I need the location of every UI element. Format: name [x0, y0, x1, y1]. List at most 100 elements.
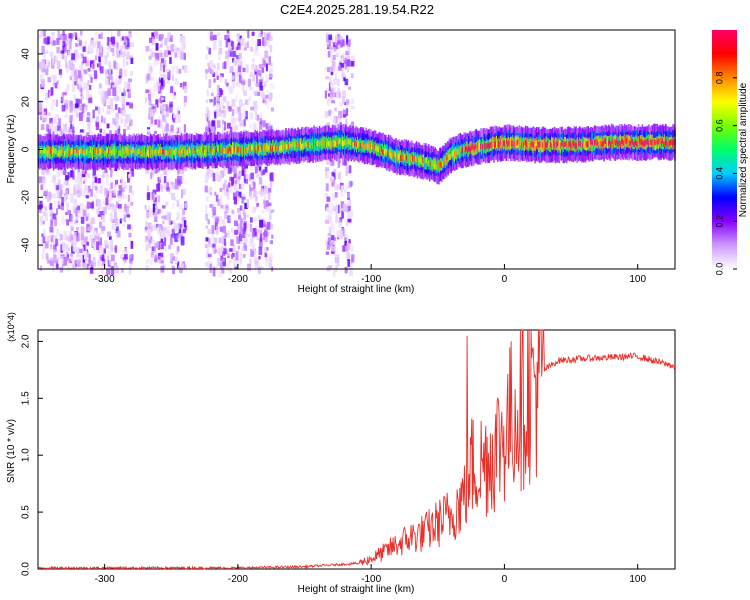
noise-speckle [251, 180, 254, 186]
signal-cell [364, 144, 367, 150]
signal-cell [372, 144, 375, 151]
noise-speckle [106, 177, 109, 186]
signal-cell [247, 147, 249, 154]
noise-speckle [88, 45, 91, 54]
noise-speckle [127, 113, 131, 122]
noise-speckle [117, 80, 122, 85]
signal-cell [47, 150, 49, 157]
noise-speckle [263, 60, 266, 68]
noise-speckle [160, 41, 163, 48]
noise-speckle [103, 240, 108, 246]
signal-cell [62, 147, 64, 160]
noise-speckle [65, 218, 68, 223]
noise-speckle [111, 108, 115, 113]
noise-speckle [64, 244, 69, 251]
signal-cell [490, 141, 492, 148]
noise-speckle [114, 79, 118, 87]
noise-speckle [342, 90, 346, 98]
noise-speckle [206, 131, 210, 139]
noise-speckle [212, 267, 216, 277]
noise-speckle [258, 241, 263, 249]
noise-speckle [324, 66, 328, 72]
signal-cell [323, 139, 326, 146]
noise-speckle [238, 62, 241, 67]
noise-speckle [233, 183, 238, 192]
signal-cell [449, 154, 451, 161]
noise-speckle [97, 260, 101, 267]
noise-speckle [74, 58, 77, 63]
noise-speckle [55, 128, 59, 138]
noise-speckle [75, 213, 79, 219]
signal-cell [426, 157, 428, 164]
noise-speckle [262, 125, 265, 132]
noise-speckle [204, 243, 208, 248]
noise-speckle [183, 102, 186, 107]
signal-cell [129, 148, 131, 154]
signal-cell [569, 141, 572, 147]
noise-speckle [256, 75, 258, 84]
noise-speckle [159, 234, 162, 244]
noise-speckle [226, 63, 229, 69]
signal-cell [440, 161, 442, 168]
noise-speckle [265, 94, 269, 99]
noise-speckle [183, 124, 186, 133]
signal-cell [546, 142, 548, 148]
signal-cell [517, 138, 520, 145]
noise-speckle [238, 215, 242, 220]
signal-cell [135, 149, 137, 155]
noise-speckle [55, 56, 58, 62]
noise-speckle [183, 180, 187, 184]
noise-speckle [86, 85, 89, 92]
noise-speckle [114, 94, 118, 101]
noise-speckle [223, 248, 227, 255]
signal-cell [367, 144, 369, 150]
noise-speckle [334, 192, 338, 198]
noise-speckle [106, 51, 109, 58]
noise-speckle [115, 232, 118, 240]
signal-cell [289, 141, 292, 154]
signal-cell [287, 143, 289, 150]
signal-cell [309, 142, 312, 149]
noise-speckle [154, 52, 158, 58]
signal-cell [90, 147, 92, 153]
noise-speckle [253, 190, 257, 197]
noise-speckle [161, 215, 165, 219]
noise-speckle [86, 263, 89, 270]
noise-speckle [64, 102, 69, 110]
noise-speckle [75, 216, 79, 221]
noise-speckle [53, 218, 57, 227]
noise-speckle [249, 258, 252, 264]
signal-cell [381, 146, 383, 152]
noise-speckle [268, 263, 272, 269]
signal-cell [139, 150, 142, 156]
signal-cell [44, 148, 47, 155]
noise-speckle [75, 218, 79, 223]
noise-speckle [170, 124, 174, 132]
signal-cell [580, 140, 582, 147]
noise-speckle [154, 119, 157, 125]
noise-speckle [269, 212, 272, 220]
noise-speckle [258, 246, 263, 255]
noise-speckle [69, 100, 73, 107]
signal-cell [483, 142, 486, 149]
signal-cell [128, 149, 131, 155]
signal-cell [114, 148, 117, 155]
signal-cell [594, 139, 596, 146]
noise-speckle [122, 58, 126, 67]
noise-speckle [179, 175, 183, 184]
noise-speckle [151, 32, 156, 39]
noise-speckle [38, 61, 42, 69]
noise-speckle [212, 34, 217, 40]
noise-speckle [243, 212, 247, 221]
signal-cell [529, 142, 532, 149]
noise-speckle [114, 104, 118, 110]
noise-speckle [79, 74, 83, 82]
noise-speckle [96, 63, 101, 68]
noise-speckle [113, 60, 117, 69]
noise-speckle [212, 63, 216, 68]
signal-cell [380, 148, 382, 154]
noise-speckle [244, 166, 247, 174]
noise-speckle [244, 174, 249, 179]
noise-speckle [101, 55, 106, 59]
noise-speckle [209, 204, 213, 208]
